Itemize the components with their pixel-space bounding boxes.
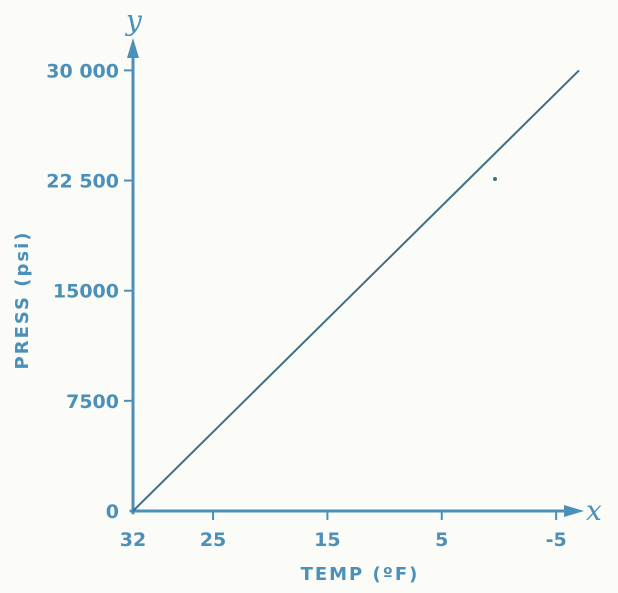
y-ticks-group: 0 7500 15000 22 500 30 000: [46, 60, 134, 523]
y-tick-label: 15000: [53, 281, 119, 303]
y-axis-letter: y: [124, 4, 143, 37]
x-tick-label: -5: [546, 529, 567, 551]
y-tick-label: 0: [106, 501, 119, 523]
series-line: [132, 69, 580, 512]
y-tick-label: 22 500: [46, 171, 119, 193]
y-axis-title: PRESS (psi): [12, 231, 33, 370]
y-tick-label: 7500: [66, 391, 119, 413]
series-group: [132, 69, 580, 512]
x-tick-label: 15: [314, 529, 340, 551]
x-tick-label: 25: [200, 529, 226, 551]
x-axis-letter: x: [586, 494, 602, 527]
x-axis-title: TEMP (ºF): [301, 564, 420, 585]
x-ticks-group: 32 25 15 5 -5: [120, 510, 567, 551]
x-axis-arrow-icon: [564, 505, 584, 517]
y-tick-label: 30 000: [46, 60, 119, 82]
x-tick-label: 32: [120, 529, 146, 551]
y-axis-arrow-icon: [127, 38, 139, 58]
stray-dot: [493, 177, 497, 181]
x-tick-label: 5: [435, 529, 448, 551]
